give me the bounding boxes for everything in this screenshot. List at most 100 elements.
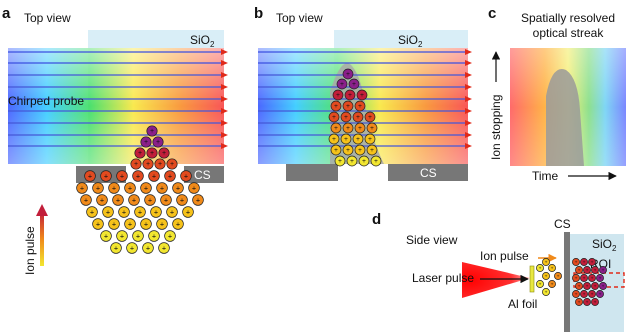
ion-particle-symbol: + [334, 103, 338, 110]
ion-particle [142, 242, 154, 254]
ion-particle [348, 78, 360, 90]
ion-particle-symbol: + [368, 136, 372, 143]
ion-particle-symbol: + [346, 147, 350, 154]
ion-particle-symbol: + [88, 171, 92, 180]
ion-particle-symbol: + [594, 269, 597, 274]
ion-particle-symbol: + [130, 243, 134, 252]
ion-particle [588, 274, 596, 282]
probe-arrowhead [221, 60, 228, 66]
ion-particle [116, 230, 128, 242]
ion-particle-symbol: + [96, 183, 100, 192]
panel-b-stopper-left [286, 164, 338, 181]
panel-c-y-label: Ion stopping [489, 95, 503, 160]
panel-d-ion-cloud: ++++++++ + + ++ + + ++ + + ++ + + ++ + + ++ + + [536, 258, 607, 306]
ion-particle [340, 133, 352, 145]
ion-particle [80, 194, 92, 206]
ion-particle-symbol: + [104, 231, 108, 240]
ion-particle-symbol: + [106, 207, 110, 216]
ion-particle-symbol: + [120, 171, 124, 180]
panel-a-ion-cloud: ++ ++ + ++ + + ++ + + + + + ++ + + + + + + ++ + + + + + + ++ + + + + + +… [76, 125, 204, 254]
panel-a-probe-arrows [8, 49, 228, 149]
probe-arrowhead [465, 108, 472, 114]
ion-particle [134, 147, 146, 159]
ion-particle-symbol: + [136, 171, 140, 180]
ion-particle [591, 298, 599, 306]
probe-arrowhead [465, 132, 472, 138]
ion-particle [172, 182, 184, 194]
ion-particle-symbol: + [578, 301, 581, 306]
ion-particle-symbol: + [374, 158, 378, 165]
ion-particle [124, 182, 136, 194]
ion-particle [342, 68, 354, 80]
panel-a-stopper-label: CS [194, 168, 211, 182]
ion-particle-symbol: + [170, 161, 174, 168]
panel-d-view-label: Side view [406, 233, 458, 247]
ion-particle-symbol: + [539, 267, 542, 272]
ion-particle-symbol: + [346, 125, 350, 132]
ion-particle [330, 100, 342, 112]
ion-particle-symbol: + [591, 261, 594, 266]
ion-particle-symbol: + [332, 114, 336, 121]
ion-particle-symbol: + [116, 195, 120, 204]
ion-particle-symbol: + [348, 92, 352, 99]
ion-particle [154, 158, 166, 170]
ion-particle [364, 133, 376, 145]
ion-particle-symbol: + [138, 207, 142, 216]
probe-arrowhead [465, 96, 472, 102]
ion-particle-symbol: + [358, 103, 362, 110]
panel-d-al-foil [529, 265, 535, 293]
ion-particle [583, 298, 591, 306]
probe-arrowhead [221, 108, 228, 114]
ion-particle [342, 122, 354, 134]
ion-particle [124, 218, 136, 230]
ion-particle-symbol: + [583, 277, 586, 282]
ion-particle [164, 230, 176, 242]
panel-d-laser-label: Laser pulse [412, 271, 474, 285]
ion-particle [84, 170, 96, 182]
ion-particle-symbol: + [551, 267, 554, 272]
ion-particle [591, 282, 599, 290]
ion-particle-symbol: + [148, 195, 152, 204]
ion-particle-symbol: + [90, 207, 94, 216]
ion-particle-symbol: + [150, 150, 154, 157]
ion-particle [580, 274, 588, 282]
ion-particle-symbol: + [370, 147, 374, 154]
ion-particle-symbol: + [136, 231, 140, 240]
ion-particle [146, 125, 158, 137]
ion-particle-symbol: + [336, 92, 340, 99]
ion-particle-symbol: + [134, 161, 138, 168]
ion-particle-symbol: + [352, 81, 356, 88]
ion-particle [140, 218, 152, 230]
ion-particle [548, 280, 556, 288]
ion-particle-symbol: + [84, 195, 88, 204]
panel-c-title-line2: optical streak [533, 26, 605, 40]
ion-particle [358, 155, 370, 167]
ion-particle-symbol: + [539, 283, 542, 288]
ion-particle-symbol: + [196, 195, 200, 204]
ion-particle [328, 111, 340, 123]
panel-d: d Side view CS SiO2 ROI Ion pulse Laser … [372, 211, 625, 332]
panel-c-letter: c [488, 5, 496, 22]
ion-particle-symbol: + [168, 171, 172, 180]
ion-particle [356, 89, 368, 101]
ion-particle [572, 290, 580, 298]
ion-particle-symbol: + [360, 92, 364, 99]
ion-particle-symbol: + [332, 136, 336, 143]
ion-particle [172, 218, 184, 230]
ion-particle [132, 230, 144, 242]
ion-particle [180, 170, 192, 182]
ion-particle [328, 133, 340, 145]
ion-particle-symbol: + [586, 269, 589, 274]
ion-particle [116, 170, 128, 182]
ion-particle [366, 144, 378, 156]
panel-a-letter: a [2, 5, 11, 22]
panel-b-letter: b [254, 5, 263, 22]
ion-particle-symbol: + [346, 103, 350, 110]
panel-d-ion-pulse-label: Ion pulse [480, 249, 529, 263]
ion-particle [548, 264, 556, 272]
ion-particle [76, 182, 88, 194]
ion-particle [572, 258, 580, 266]
ion-particle-symbol: + [557, 275, 560, 280]
ion-particle-symbol: + [362, 158, 366, 165]
